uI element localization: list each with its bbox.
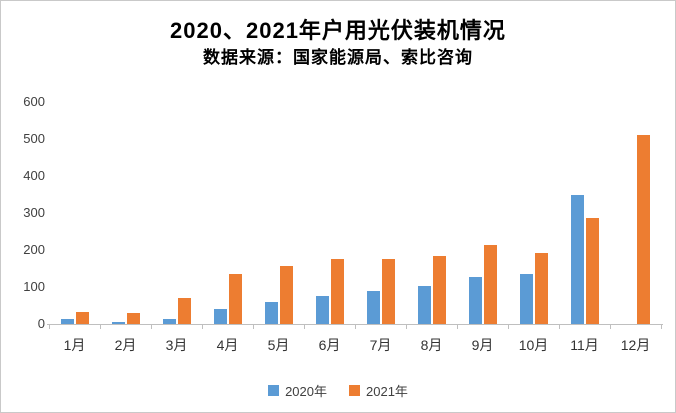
bar-group-5月: [253, 102, 304, 324]
bar-group-11月: [559, 102, 610, 324]
bar-2020年-2月: [111, 322, 125, 324]
bar-group-1月: [49, 102, 100, 324]
bar-2020年-6月: [315, 295, 329, 324]
y-tick-label: 100: [23, 279, 45, 294]
bar-2021年-5月: [279, 266, 293, 324]
y-tick-label: 200: [23, 242, 45, 257]
legend-item-2021年: 2021年: [349, 381, 408, 400]
x-axis-tick: [49, 325, 50, 329]
bar-2020年-5月: [264, 301, 278, 324]
x-tick-label: 8月: [420, 337, 443, 353]
y-tick-label: 500: [23, 131, 45, 146]
x-axis-tick: [355, 325, 356, 329]
bar-group-12月: [610, 102, 661, 324]
x-tick-label: 12月: [620, 337, 651, 353]
y-tick-label: 600: [23, 94, 45, 109]
bar-2020年-10月: [519, 274, 533, 324]
bar-group-3月: [151, 102, 202, 324]
bar-2020年-1月: [60, 319, 74, 324]
bar-2020年-3月: [162, 318, 176, 324]
bar-2021年-1月: [75, 311, 89, 324]
bar-group-9月: [457, 102, 508, 324]
bar-2021年-9月: [483, 245, 497, 324]
legend-swatch: [349, 385, 360, 396]
bar-2020年-7月: [366, 291, 380, 324]
x-axis-tick: [304, 325, 305, 329]
y-tick-label: 300: [23, 205, 45, 220]
bar-2021年-3月: [177, 298, 191, 324]
x-tick-label: 9月: [471, 337, 494, 353]
bar-group-2月: [100, 102, 151, 324]
chart-title: 2020、2021年户用光伏装机情况: [170, 18, 506, 43]
bar-group-10月: [508, 102, 559, 324]
x-axis-tick: [151, 325, 152, 329]
legend-swatch: [268, 385, 280, 396]
x-tick-label: 7月: [369, 337, 392, 353]
bar-2021年-10月: [534, 252, 548, 324]
x-axis-tick: [253, 325, 254, 329]
chart-subtitle: 数据来源：国家能源局、索比咨询: [203, 48, 473, 67]
bar-2021年-2月: [126, 312, 140, 324]
x-tick-label: 5月: [267, 337, 290, 353]
bar-group-8月: [406, 102, 457, 324]
plot-area: [49, 102, 661, 324]
x-axis-tick: [406, 325, 407, 329]
x-axis-labels: 1月 2月 3月 4月 5月 6月 7月 8月 9月 10月 11月 12月: [49, 335, 661, 355]
x-tick-label: 10月: [518, 337, 549, 353]
chart-legend: 2020年 2021年: [1, 381, 675, 400]
bar-2021年-7月: [381, 258, 395, 324]
bar-2021年-4月: [228, 274, 242, 324]
x-axis-line: [47, 324, 663, 325]
bar-2020年-8月: [417, 286, 431, 324]
x-tick-label: 3月: [165, 337, 188, 353]
x-tick-label: 2月: [114, 337, 137, 353]
x-axis-tick: [100, 325, 101, 329]
bar-2021年-12月: [636, 135, 650, 324]
x-axis-tick: [661, 325, 662, 329]
bar-2021年-8月: [432, 255, 446, 324]
bar-2021年-11月: [585, 218, 599, 324]
bar-group-4月: [202, 102, 253, 324]
bar-group-7月: [355, 102, 406, 324]
legend-label: 2020年: [285, 384, 327, 399]
x-tick-label: 4月: [216, 337, 239, 353]
legend-item-2020年: 2020年: [268, 381, 327, 400]
x-axis-tick: [610, 325, 611, 329]
x-axis-tick: [559, 325, 560, 329]
bar-group-6月: [304, 102, 355, 324]
x-tick-label: 11月: [570, 337, 599, 353]
y-tick-label: 400: [23, 168, 45, 183]
y-tick-label: 0: [37, 316, 45, 331]
x-axis-tick: [202, 325, 203, 329]
x-tick-label: 6月: [318, 337, 341, 353]
bar-2020年-4月: [213, 309, 227, 324]
x-tick-label: 1月: [63, 337, 86, 353]
x-axis-tick: [457, 325, 458, 329]
x-axis-tick: [508, 325, 509, 329]
legend-label: 2021年: [366, 384, 408, 399]
bar-2020年-11月: [570, 194, 584, 324]
bar-2020年-9月: [468, 277, 482, 324]
bar-2021年-6月: [330, 259, 344, 324]
